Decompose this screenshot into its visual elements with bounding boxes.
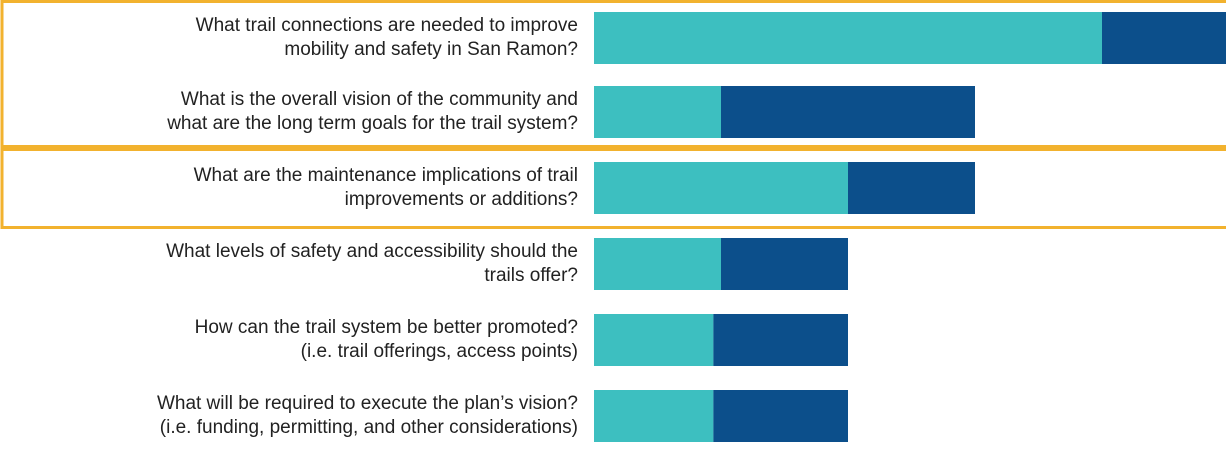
category-label: (i.e. trail offerings, access points) <box>301 341 578 362</box>
category-label: improvements or additions? <box>345 189 578 210</box>
category-label: What will be required to execute the pla… <box>157 393 578 414</box>
bar-segment <box>594 86 721 138</box>
category-label: What are the maintenance implications of… <box>194 165 578 186</box>
bar-segment <box>594 162 848 214</box>
bar-segment <box>848 162 975 214</box>
bar-segment <box>594 12 1102 64</box>
bar-segment <box>1102 12 1226 64</box>
bar-segment <box>594 390 714 442</box>
bar-segment <box>594 238 721 290</box>
category-label: What trail connections are needed to imp… <box>196 15 578 36</box>
bar-segment <box>713 314 848 366</box>
category-label: How can the trail system be better promo… <box>195 317 578 338</box>
category-label: What is the overall vision of the commun… <box>181 89 578 110</box>
highlight-box <box>0 0 1226 148</box>
category-label: trails offer? <box>484 265 578 286</box>
bar-segment <box>713 390 848 442</box>
category-label: mobility and safety in San Ramon? <box>284 39 578 60</box>
category-label: what are the long term goals for the tra… <box>166 113 578 134</box>
highlight-box <box>0 148 1226 229</box>
bar-segment <box>721 238 848 290</box>
bar-segment <box>721 86 975 138</box>
category-label: (i.e. funding, permitting, and other con… <box>160 417 578 438</box>
bar-segment <box>594 314 714 366</box>
category-label: What levels of safety and accessibility … <box>166 241 578 262</box>
